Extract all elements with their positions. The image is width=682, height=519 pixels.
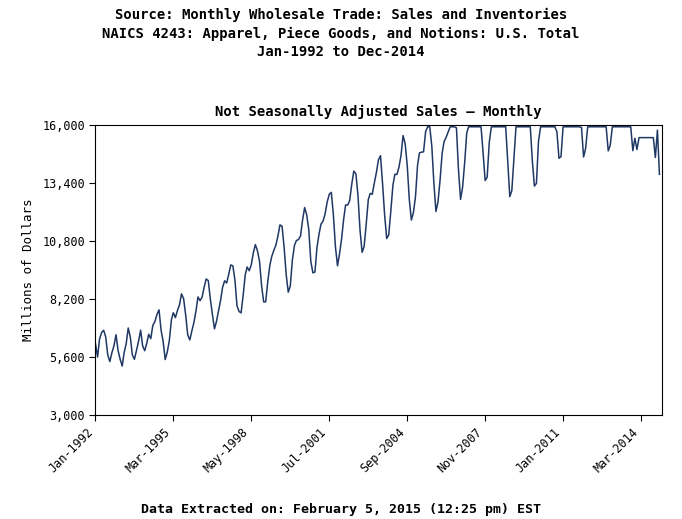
Text: Data Extracted on: February 5, 2015 (12:25 pm) EST: Data Extracted on: February 5, 2015 (12:… [141, 503, 541, 516]
Y-axis label: Millions of Dollars: Millions of Dollars [23, 199, 35, 341]
Text: Source: Monthly Wholesale Trade: Sales and Inventories
NAICS 4243: Apparel, Piec: Source: Monthly Wholesale Trade: Sales a… [102, 8, 580, 59]
Title: Not Seasonally Adjusted Sales – Monthly: Not Seasonally Adjusted Sales – Monthly [216, 105, 542, 119]
